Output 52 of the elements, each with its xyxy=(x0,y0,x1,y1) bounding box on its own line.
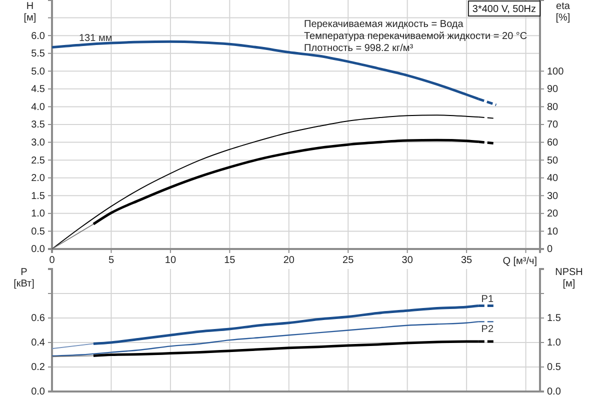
x-tick-label: 20 xyxy=(283,255,295,266)
y2-tick-label: 0.5 xyxy=(547,362,562,374)
y-tick-label: 5.0 xyxy=(31,66,46,78)
x-axis-title: Q [м³/ч] xyxy=(502,256,538,267)
y2-tick-label: 30 xyxy=(547,190,559,202)
y2-tick-label: 80 xyxy=(547,102,559,113)
y-tick-label: 1.5 xyxy=(31,190,46,202)
x-tick-label: 5 xyxy=(108,255,114,266)
y-axis-title: H [м] xyxy=(24,1,36,24)
y2-tick-label: 50 xyxy=(547,155,559,166)
y2-tick-label: 0.0 xyxy=(547,386,562,398)
y-tick-label: 3.0 xyxy=(31,137,46,148)
x-tick-label: 0 xyxy=(49,255,56,266)
y-tick-label: 0.0 xyxy=(31,386,46,398)
y2-tick-label: 90 xyxy=(547,84,559,96)
y2-tick-label: 1.0 xyxy=(547,338,562,349)
y-tick-label: 4.0 xyxy=(31,102,46,113)
y-tick-label: 0.0 xyxy=(31,244,46,256)
y-axis-title: P [кВт] xyxy=(14,267,35,290)
y2-tick-label: 60 xyxy=(547,137,559,148)
annotation: Плотность = 998.2 кг/м³ xyxy=(304,43,414,54)
y-tick-label: 2.5 xyxy=(31,155,46,166)
chart-title: 3*400 V, 50Hz xyxy=(472,4,536,15)
y2-tick-label: 1.5 xyxy=(547,313,562,324)
series-label: P2 xyxy=(481,324,494,336)
y-tick-label: 6.0 xyxy=(31,30,46,42)
y2-tick-label: 70 xyxy=(547,120,559,131)
y2-axis-title: eta [%] xyxy=(556,1,570,24)
series-label: 131 мм xyxy=(79,32,112,44)
series-label: P1 xyxy=(481,294,494,305)
annotation: Перекачиваемая жидкость = Вода xyxy=(304,19,464,30)
y-tick-label: 0.5 xyxy=(31,226,46,238)
x-tick-label: 15 xyxy=(224,255,236,266)
x-tick-label: 10 xyxy=(164,255,176,266)
y-tick-label: 2.0 xyxy=(31,173,46,184)
y-tick-label: 0.6 xyxy=(31,313,46,324)
y2-tick-label: 10 xyxy=(547,226,559,238)
y2-tick-label: 0 xyxy=(547,244,553,256)
y2-tick-label: 100 xyxy=(547,66,564,78)
y-tick-label: 5.5 xyxy=(31,48,46,60)
annotation: Температура перекачиваемой жидкости = 20 °C xyxy=(304,31,528,42)
x-tick-label: 35 xyxy=(461,255,473,266)
y-tick-label: 0.2 xyxy=(31,362,46,374)
x-tick-label: 30 xyxy=(402,255,414,266)
y-tick-label: 3.5 xyxy=(31,120,46,131)
y2-axis-title: NPSH [м] xyxy=(555,267,583,290)
y2-tick-label: 20 xyxy=(547,208,559,220)
y-tick-label: 0.4 xyxy=(31,338,46,349)
y-tick-label: 4.5 xyxy=(31,84,46,96)
x-tick-label: 25 xyxy=(342,255,354,266)
y-tick-label: 1.0 xyxy=(31,208,46,220)
y2-tick-label: 40 xyxy=(547,173,559,184)
